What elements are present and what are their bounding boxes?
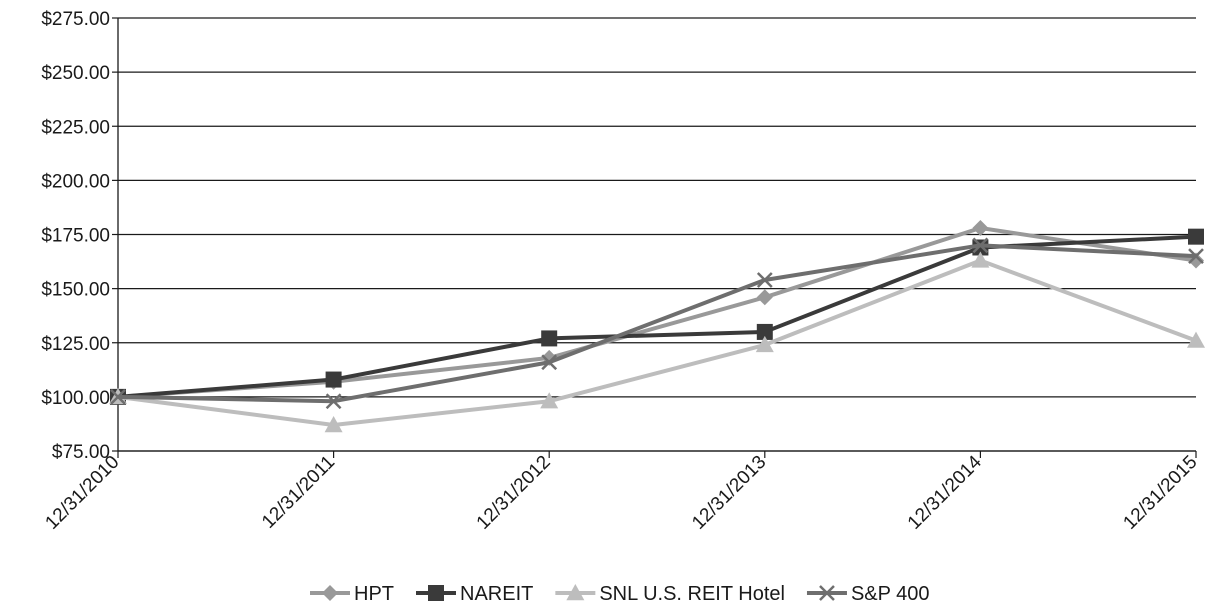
data-point [756,272,773,288]
data-point [541,354,558,371]
legend-item-snl-u-s-reit-hotel: SNL U.S. REIT Hotel [555,583,785,605]
data-point [541,330,558,347]
data-point [972,237,989,254]
legend-item-hpt: HPT [310,583,394,605]
legend-marker [566,584,585,601]
x-tick-label: 12/31/2010 [41,452,123,534]
legend-item-s-p-400: S&P 400 [806,583,930,605]
gridlines [112,17,1196,452]
y-tick-label: $275.00 [41,9,110,30]
y-tick-label: $175.00 [41,226,110,247]
data-point [325,371,342,388]
data-point [1188,228,1204,245]
data-point [755,335,774,353]
legend-marker [322,585,338,601]
y-tick-label: $225.00 [41,117,110,138]
x-tick-label: 12/31/2011 [258,452,339,533]
legend-label: SNL U.S. REIT Hotel [599,583,785,605]
series-line [117,258,1197,428]
y-tick-label: $125.00 [41,334,110,355]
y-tick-label: $150.00 [41,280,110,301]
x-tick-label: 12/31/2012 [473,452,555,534]
data-point [540,392,559,409]
data-point [325,393,342,410]
data-point [110,388,126,405]
legend: HPT NAREIT SNL U.S. REIT Hotel S&P 400 [310,583,930,605]
legend-item-nareit: NAREIT [416,583,533,605]
legend-label: NAREIT [460,583,533,605]
series-snl-u-s-reit-hotel [109,251,1205,433]
data-point [1188,248,1204,265]
x-axis-tick-labels: 12/31/2010 12/31/2011 12/31/2012 12/31/2013… [41,451,1202,534]
x-tick-label: 12/31/2014 [904,451,986,533]
data-point [972,220,989,237]
legend-marker [428,585,444,601]
y-tick-label: $200.00 [41,171,110,192]
data-point [1187,331,1205,348]
y-axis-tick-labels: $75.00 $100.00 $125.00 $150.00 $175.00 $200.0… [41,9,110,463]
data-point [756,323,773,340]
series-s-p-400 [110,237,1204,410]
x-tick-label: 12/31/2015 [1119,452,1201,534]
data-point [972,239,989,256]
series-nareit [110,228,1204,405]
data-point [756,289,773,306]
legend-label: S&P 400 [851,583,930,605]
y-tick-label: $100.00 [41,388,110,409]
legend-label: HPT [354,583,394,605]
data-point [971,251,990,268]
series-line [117,243,1197,404]
y-tick-label: $75.00 [52,442,110,463]
y-tick-label: $250.00 [41,63,110,84]
legend-marker [819,585,835,601]
x-tick-label: 12/31/2013 [688,452,770,534]
data-point [324,416,343,433]
